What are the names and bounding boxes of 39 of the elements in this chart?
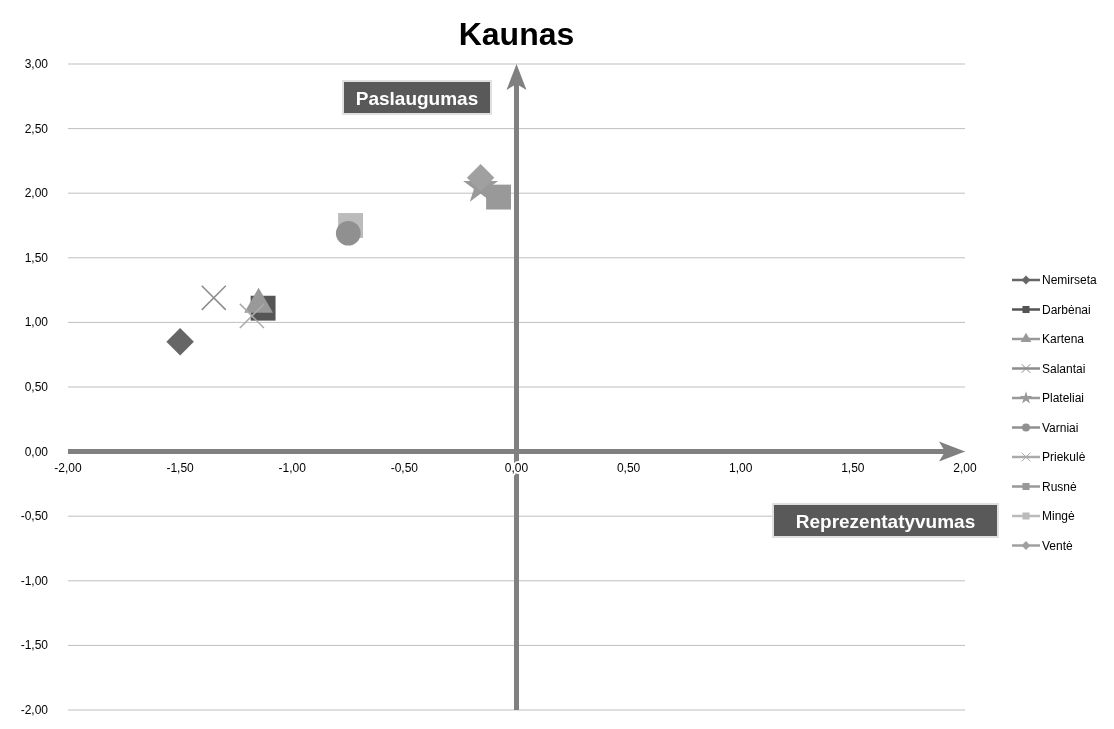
legend-label: Nemirseta (1042, 273, 1098, 287)
point (239, 303, 265, 329)
y-tick-label: 1,50 (24, 250, 49, 265)
point (466, 163, 495, 192)
y-tick-label: 2,50 (24, 121, 49, 136)
y-tick-label: 3,00 (24, 57, 49, 71)
y-tick-label: -1,00 (20, 573, 49, 588)
point (335, 220, 361, 246)
x-tick-label: -1,50 (166, 460, 195, 475)
x-tick-label: 2,00 (953, 460, 977, 475)
y-tick-label: -0,50 (20, 509, 49, 524)
y-tick-label: -2,00 (20, 703, 49, 717)
x-axis-title: Reprezentatyvumas (795, 511, 976, 532)
x-tick-label: -0,50 (390, 460, 419, 475)
legend-label: Darbėnai (1042, 302, 1091, 317)
point (486, 184, 512, 210)
legend-label: Kartena (1042, 332, 1085, 346)
legend-label: Ventė (1042, 538, 1074, 553)
y-tick-label: 1,00 (24, 315, 49, 330)
point (166, 328, 194, 356)
chart-title: Kaunas (458, 16, 575, 52)
legend-label: Plateliai (1042, 391, 1085, 405)
legend-label: Salantai (1042, 361, 1086, 376)
y-tick-label: 0,50 (24, 380, 49, 394)
x-tick-label: 0,50 (616, 460, 641, 475)
x-tick-label: -2,00 (54, 460, 82, 475)
y-tick-label: 2,00 (24, 186, 49, 201)
x-tick-label: 1,00 (729, 460, 753, 475)
x-tick-label: 1,50 (841, 460, 865, 475)
y-tick-label: 0,00 (24, 444, 49, 459)
legend-label: Priekulė (1042, 450, 1086, 464)
y-tick-label: -1,50 (20, 638, 49, 653)
legend-label: Varniai (1042, 420, 1079, 435)
x-tick-label: -1,00 (278, 460, 307, 475)
x-tick-label: 0,00 (504, 460, 529, 475)
point (200, 285, 227, 311)
y-axis-title: Paslaugumas (355, 88, 479, 109)
legend-label: Rusnė (1042, 479, 1078, 494)
legend-label: Mingė (1042, 509, 1076, 523)
